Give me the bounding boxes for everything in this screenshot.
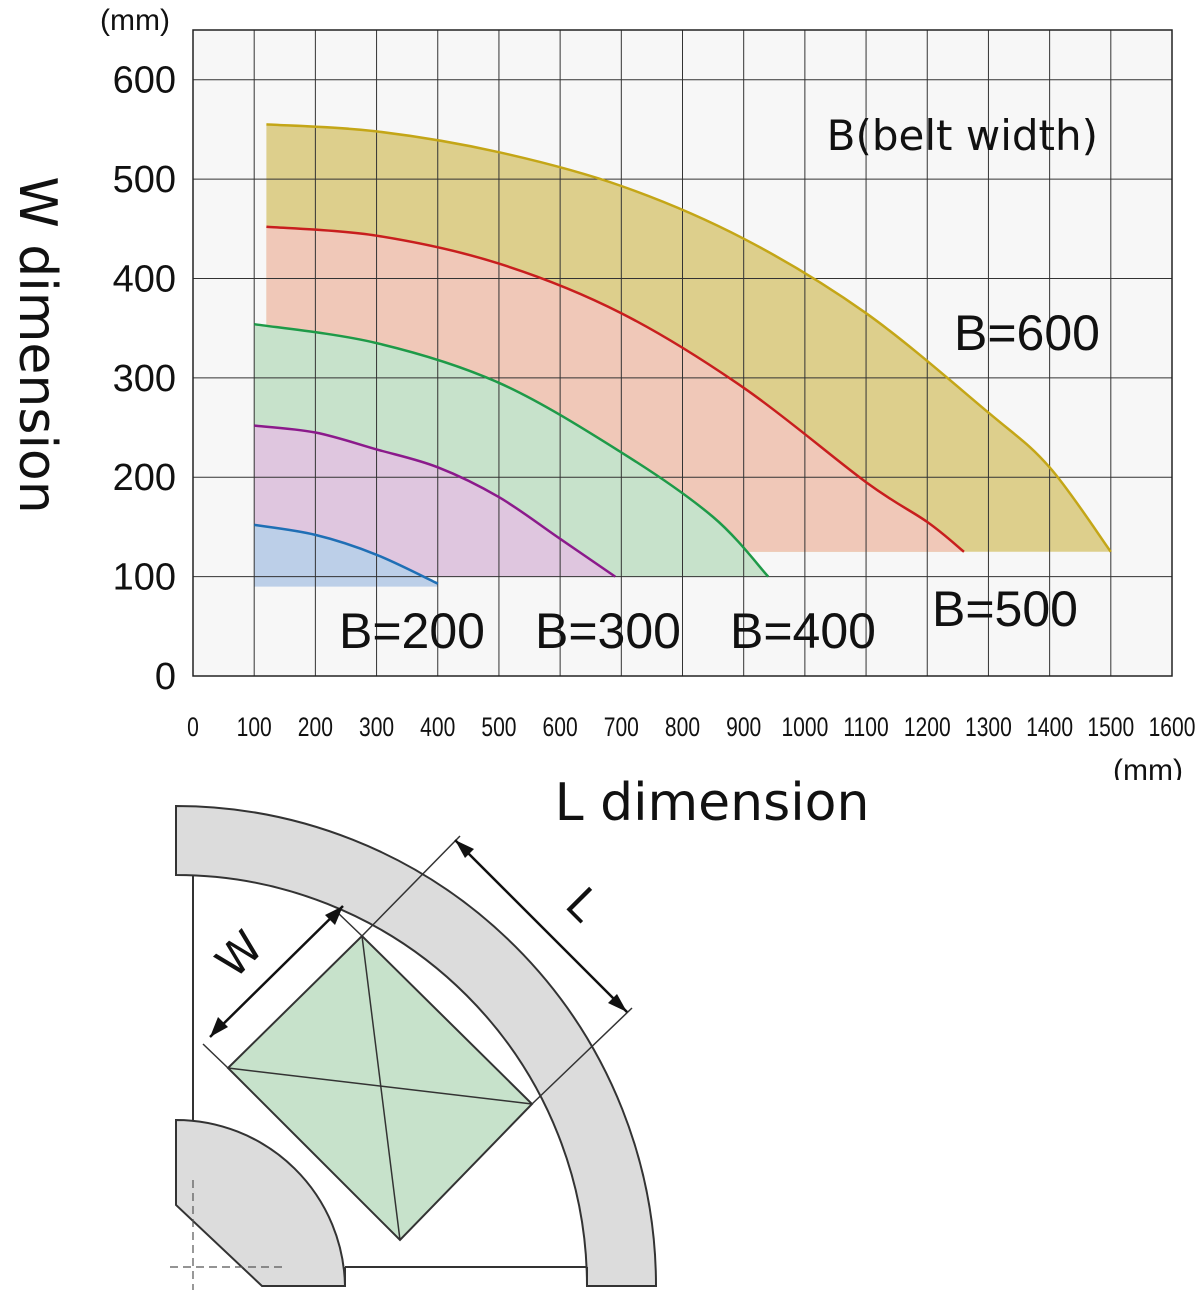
series-label-b-500: B=500: [932, 581, 1078, 637]
w-arrow-head-2: [325, 906, 343, 925]
y-tick-label: 100: [113, 557, 176, 599]
belt-width-chart: 0 100 200 300 400 500 600 700 800 900 1000 1100 1200…: [7, 4, 1195, 780]
area-fills: [254, 124, 1111, 587]
x-axis-title: L dimension: [555, 780, 870, 833]
x-tick-label: 1400: [1026, 713, 1073, 743]
x-tick-label: 1600: [1149, 713, 1196, 743]
x-tick-label: 500: [481, 713, 516, 743]
w-dimension-line: [209, 905, 344, 1038]
series-lines: [253, 123, 1112, 585]
y-tick-label: 300: [113, 358, 176, 400]
area-fill-b-200: [254, 524, 438, 587]
x-tick-label: 100: [237, 713, 272, 743]
y-axis-title: W dimension: [7, 176, 67, 513]
y-unit-label: (mm): [100, 4, 170, 37]
w-label: W: [206, 921, 273, 988]
x-tick-label: 1300: [965, 713, 1012, 743]
l-arrow-head-1: [455, 840, 474, 858]
x-tick-label: 1000: [781, 713, 828, 743]
y-tick-label: 400: [113, 258, 176, 300]
series-label-b-400: B=400: [730, 603, 876, 659]
x-tick-label: 600: [543, 713, 578, 743]
y-tick-label: 600: [113, 60, 176, 102]
w-extension-1: [202, 1043, 229, 1069]
plot-frame: [192, 29, 1173, 677]
series-label-b-300: B=300: [535, 603, 681, 659]
l-arrow-head-2: [608, 994, 627, 1012]
area-fill-b-300: [254, 425, 616, 577]
series-label-b-600: B=600: [954, 305, 1100, 361]
legend-title: B(belt width): [827, 111, 1098, 160]
x-tick-label: 1500: [1087, 713, 1134, 743]
outer-belt: [175, 804, 658, 1287]
x-tick-label: 900: [726, 713, 761, 743]
x-tick-label: 200: [298, 713, 333, 743]
y-tick-label: 0: [155, 656, 176, 698]
series-line-b-400: [254, 322, 770, 578]
y-tick-labels: 0 100 200 300 400 500 600: [113, 60, 176, 698]
x-tick-label: 300: [359, 713, 394, 743]
x-unit-label: (mm): [1113, 754, 1183, 780]
w-extension-2: [336, 911, 363, 937]
x-tick-label: 1200: [904, 713, 951, 743]
l-dimension-line: [454, 839, 628, 1013]
series-line-b-600: [266, 123, 1112, 553]
l-label: L: [556, 878, 610, 932]
l-extension-2: [531, 1007, 633, 1105]
grid-lines: [193, 30, 1172, 676]
series-line-b-500: [266, 225, 965, 553]
series-line-b-200: [253, 523, 439, 585]
w-arrow-head-1: [210, 1017, 228, 1037]
x-tick-label: 1100: [843, 713, 888, 743]
package-diagonal-2: [361, 935, 401, 1241]
series-labels: B=200 B=300 B=400 B=500 B=600: [339, 305, 1100, 659]
x-tick-label: 800: [665, 713, 700, 743]
series-line-b-300: [254, 424, 616, 578]
series-label-b-200: B=200: [339, 603, 485, 659]
y-tick-label: 200: [113, 457, 176, 499]
l-extension-1: [361, 835, 461, 937]
y-tick-label: 500: [113, 159, 176, 201]
x-tick-labels: 0 100 200 300 400 500 600 700 800 900 1000 1100 1200…: [187, 713, 1195, 743]
curve-diagram: L dimension W L: [170, 780, 870, 1290]
x-tick-label: 700: [604, 713, 639, 743]
x-tick-label: 0: [187, 713, 199, 743]
x-tick-label: 400: [420, 713, 455, 743]
